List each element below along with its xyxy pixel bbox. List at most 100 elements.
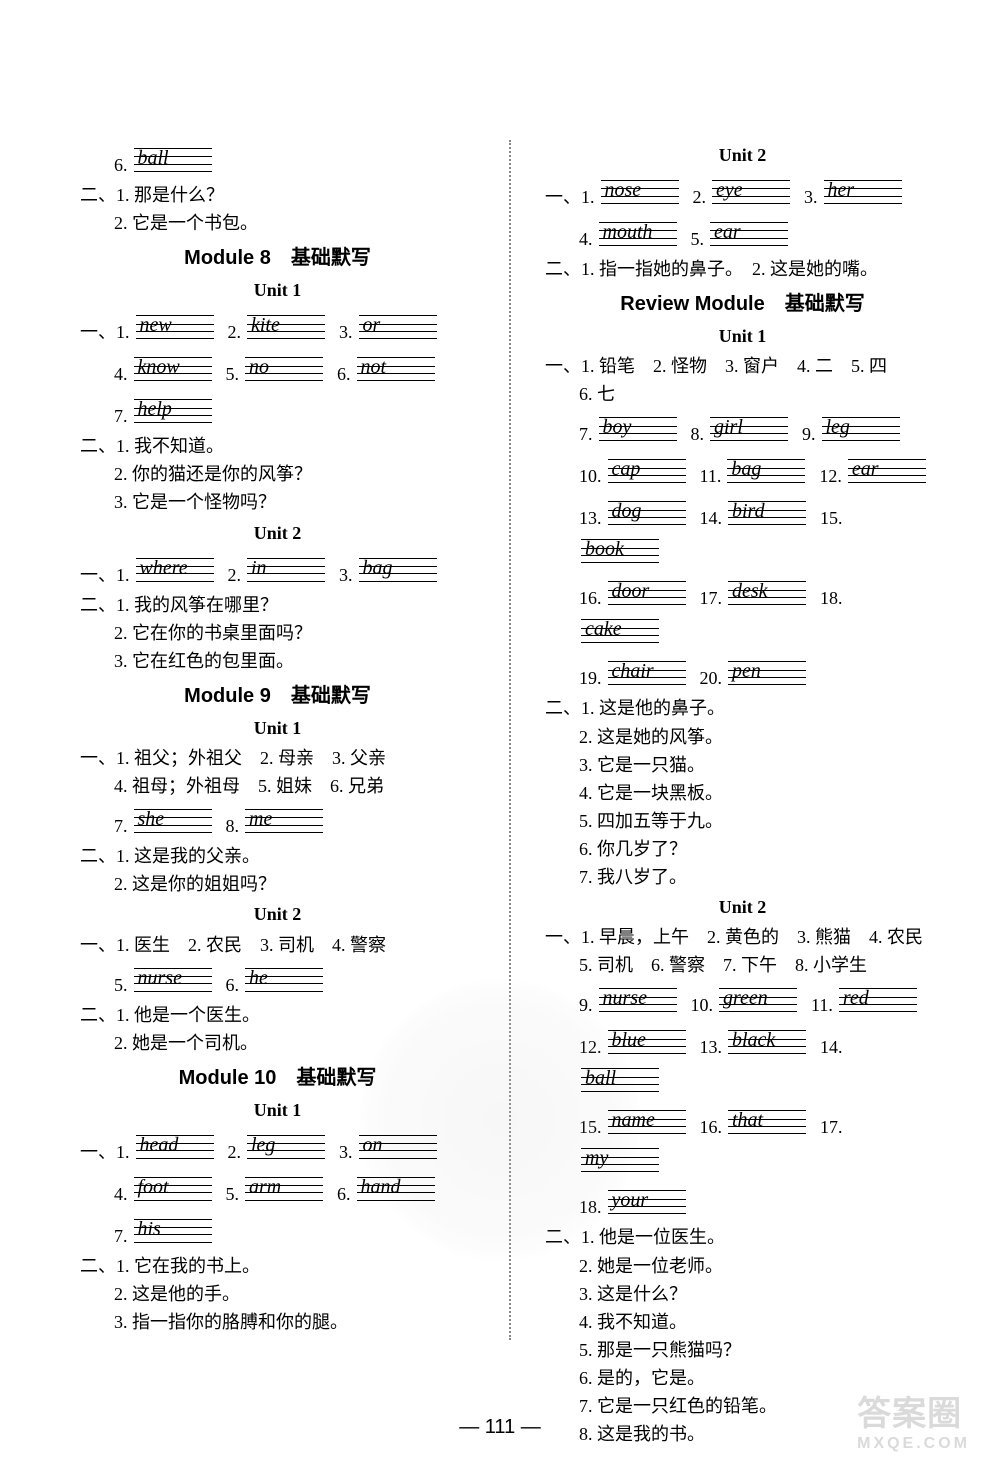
text-line: 3. 这是什么？ <box>579 1281 940 1307</box>
section-er: 二、1. 这是我的父亲。 <box>80 843 475 869</box>
unit-title: Unit 2 <box>545 894 940 920</box>
word: blue <box>608 1026 686 1056</box>
unit-title: Unit 1 <box>80 1097 475 1123</box>
row: 7.boy 8.girl 9.leg <box>579 409 940 447</box>
word: black <box>728 1026 806 1056</box>
unit-title: Unit 2 <box>80 520 475 546</box>
text-line: 2. 你的猫还是你的风筝？ <box>114 461 475 487</box>
word: ear <box>848 455 926 485</box>
row: 4.know 5.no 6.not <box>114 349 475 387</box>
word: dog <box>608 497 686 527</box>
text-line: 2. 这是她的风筝。 <box>579 724 940 750</box>
text-line: 5. 那是一只熊猫吗？ <box>579 1337 940 1363</box>
text-line: 6. 你几岁了？ <box>579 836 940 862</box>
text-line: 2. 她是一个司机。 <box>114 1030 475 1056</box>
word: arm <box>245 1173 323 1203</box>
unit-title: Unit 2 <box>80 901 475 927</box>
row: 7.help <box>114 391 475 429</box>
unit-title: Unit 1 <box>545 323 940 349</box>
word: kite <box>247 311 325 341</box>
word: new <box>136 311 214 341</box>
word: foot <box>134 1173 212 1203</box>
row: 一、 1.where 2.in 3.bag <box>80 550 475 588</box>
text-line: 一、1. 早晨，上午 2. 黄色的 3. 熊猫 4. 农民 <box>545 924 940 950</box>
section-er: 二、1. 指一指她的鼻子。 2. 这是她的嘴。 <box>545 256 940 282</box>
text-line: 5. 司机 6. 警察 7. 下午 8. 小学生 <box>579 952 940 978</box>
row: 4.foot 5.arm 6.hand <box>114 1169 475 1207</box>
row: 一、 1.head 2.leg 3.on <box>80 1127 475 1165</box>
text-line: 2. 这是他的手。 <box>114 1281 475 1307</box>
word: ear <box>710 218 788 248</box>
watermark-main: 答案圈 <box>857 1395 962 1433</box>
watermark: 答案圈 MXQE.COM <box>857 1386 970 1453</box>
unit-title: Unit 2 <box>545 142 940 168</box>
text-line: 3. 它是一只猫。 <box>579 752 940 778</box>
unit-title: Unit 1 <box>80 715 475 741</box>
word: your <box>608 1186 686 1216</box>
text-line: 2. 它是一个书包。 <box>114 210 475 236</box>
row: 16.door 17.desk 18.cake <box>579 573 940 649</box>
word: her <box>824 176 902 206</box>
word: head <box>136 1131 214 1161</box>
row: 15.name 16.that 17.my <box>579 1102 940 1178</box>
right-column: Unit 2 一、 1.nose 2.eye 3.her 4.mouth 5.e… <box>545 140 940 1340</box>
word: boy <box>599 413 677 443</box>
text-line: 7. 我八岁了。 <box>579 864 940 890</box>
text-line: 2. 这是你的姐姐吗？ <box>114 871 475 897</box>
unit-title: Unit 1 <box>80 277 475 303</box>
row: 7.she 8.me <box>114 801 475 839</box>
section-er: 二、1. 他是一位医生。 <box>545 1224 940 1250</box>
word: green <box>719 984 797 1014</box>
word: not <box>357 353 435 383</box>
word: bag <box>359 554 437 584</box>
word: no <box>245 353 323 383</box>
section-er: 二、1. 他是一个医生。 <box>80 1002 475 1028</box>
word: girl <box>710 413 788 443</box>
word: chair <box>608 657 686 687</box>
section-er: 二、1. 我的风筝在哪里？ <box>80 592 475 618</box>
pre-row: 6. ball <box>114 140 475 178</box>
row: 一、 1.nose 2.eye 3.her <box>545 172 940 210</box>
word: on <box>359 1131 437 1161</box>
watermark-sub: MXQE.COM <box>857 1435 970 1453</box>
row: 7.his <box>114 1211 475 1249</box>
num: 6. <box>114 152 128 178</box>
text-line: 4. 祖母；外祖母 5. 姐妹 6. 兄弟 <box>114 773 475 799</box>
text-line: 3. 指一指你的胳膊和你的腿。 <box>114 1309 475 1335</box>
word: desk <box>728 577 806 607</box>
word: that <box>728 1106 806 1136</box>
row: 12.blue 13.black 14.ball <box>579 1022 940 1098</box>
text-line: 一、1. 铅笔 2. 怪物 3. 窗户 4. 二 5. 四 <box>545 353 940 379</box>
word: help <box>134 395 212 425</box>
row: 19.chair 20.pen <box>579 653 940 691</box>
word: hand <box>357 1173 435 1203</box>
word: leg <box>822 413 900 443</box>
module-10-title: Module 10 基础默写 <box>80 1064 475 1093</box>
word: my <box>581 1144 659 1174</box>
row: 13.dog 14.bird 15.book <box>579 493 940 569</box>
word: where <box>136 554 214 584</box>
row: 4.mouth 5.ear <box>579 214 940 252</box>
word: bag <box>727 455 805 485</box>
module-9-title: Module 9 基础默写 <box>80 682 475 711</box>
section-er: 二、1. 它在我的书上。 <box>80 1253 475 1279</box>
word: know <box>134 353 212 383</box>
word: me <box>245 805 323 835</box>
section-er: 二、1. 这是他的鼻子。 <box>545 695 940 721</box>
word: nurse <box>134 964 212 994</box>
word: eye <box>712 176 790 206</box>
column-divider <box>509 140 511 1340</box>
page: 6. ball 二、1. 那是什么？ 2. 它是一个书包。 Module 8 基… <box>0 0 1000 1471</box>
page-number: — 111 — <box>0 1416 1000 1439</box>
review-module-title: Review Module 基础默写 <box>545 290 940 319</box>
text-line: 3. 它是一个怪物吗？ <box>114 489 475 515</box>
text-line: 一、1. 医生 2. 农民 3. 司机 4. 警察 <box>80 932 475 958</box>
text-line: 一、1. 祖父；外祖父 2. 母亲 3. 父亲 <box>80 745 475 771</box>
word: ball <box>581 1064 659 1094</box>
word: cap <box>608 455 686 485</box>
text-line: 5. 四加五等于九。 <box>579 808 940 834</box>
word: he <box>245 964 323 994</box>
columns: 6. ball 二、1. 那是什么？ 2. 它是一个书包。 Module 8 基… <box>80 140 940 1340</box>
word: nose <box>601 176 679 206</box>
word: book <box>581 535 659 565</box>
